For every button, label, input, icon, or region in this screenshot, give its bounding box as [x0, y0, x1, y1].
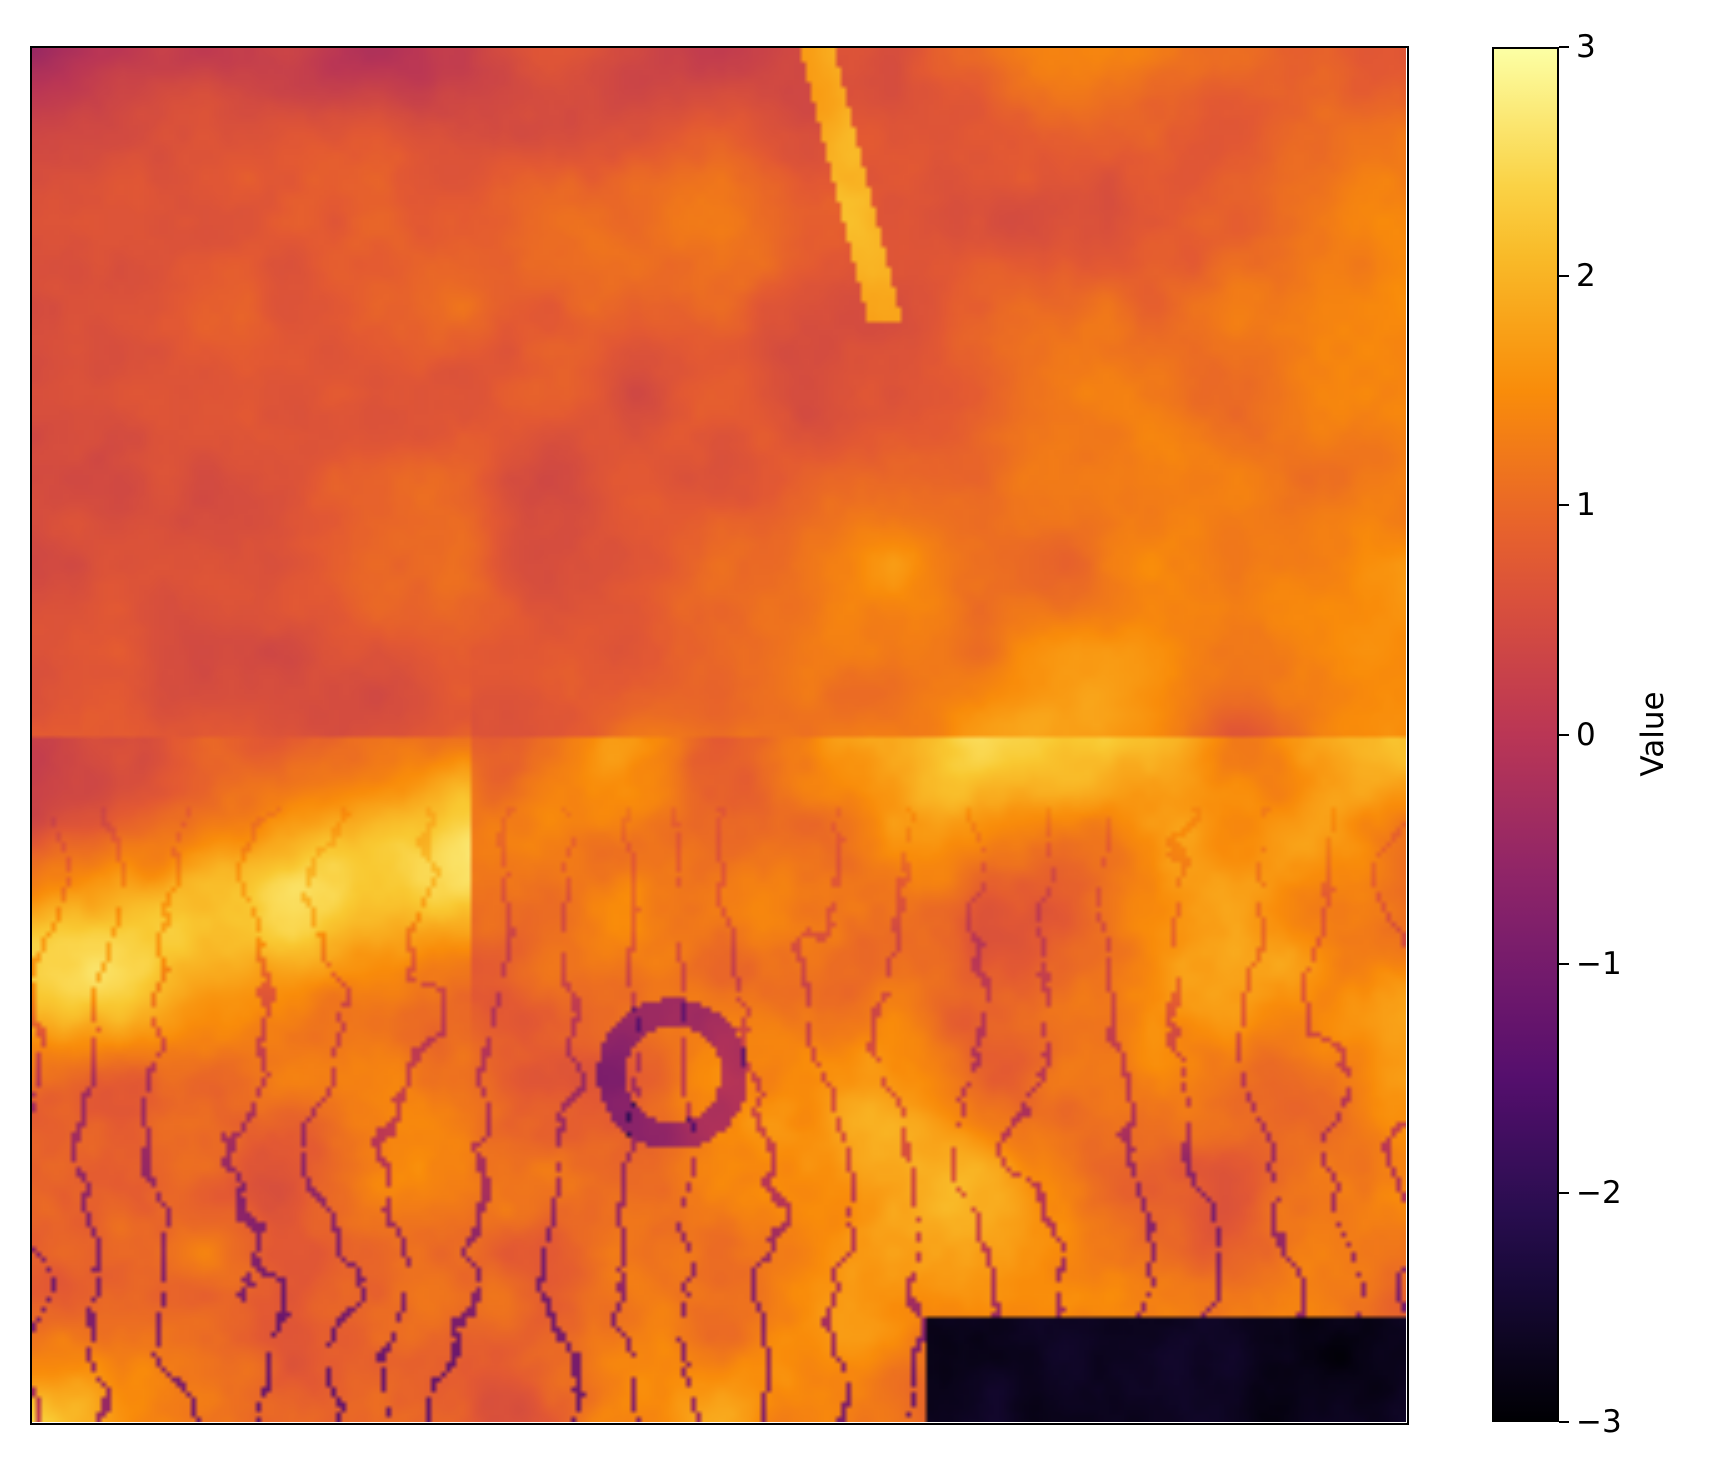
- colorbar-tick-label: 0: [1576, 716, 1596, 753]
- colorbar-tick-label: 2: [1576, 258, 1596, 295]
- colorbar-tick-label: −2: [1576, 1174, 1622, 1211]
- colorbar-tick-label: −3: [1576, 1404, 1622, 1440]
- colorbar-label: Value: [1635, 691, 1671, 777]
- colorbar-tick-label: 3: [1576, 29, 1596, 65]
- colorbar-tick-label: −1: [1576, 945, 1622, 982]
- heatmap-image: [31, 47, 1406, 1422]
- colorbar-tick: [1559, 504, 1569, 507]
- colorbar-tick: [1559, 275, 1569, 278]
- colorbar-tick: [1559, 1421, 1569, 1423]
- heatmap-plot: [31, 47, 1406, 1422]
- colorbar-tick: [1559, 1191, 1569, 1194]
- colorbar-tick: [1559, 962, 1569, 965]
- colorbar-tick: [1559, 733, 1569, 736]
- colorbar-tick: [1559, 46, 1569, 48]
- colorbar-tick-label: 1: [1576, 487, 1596, 524]
- colorbar: [1492, 47, 1559, 1422]
